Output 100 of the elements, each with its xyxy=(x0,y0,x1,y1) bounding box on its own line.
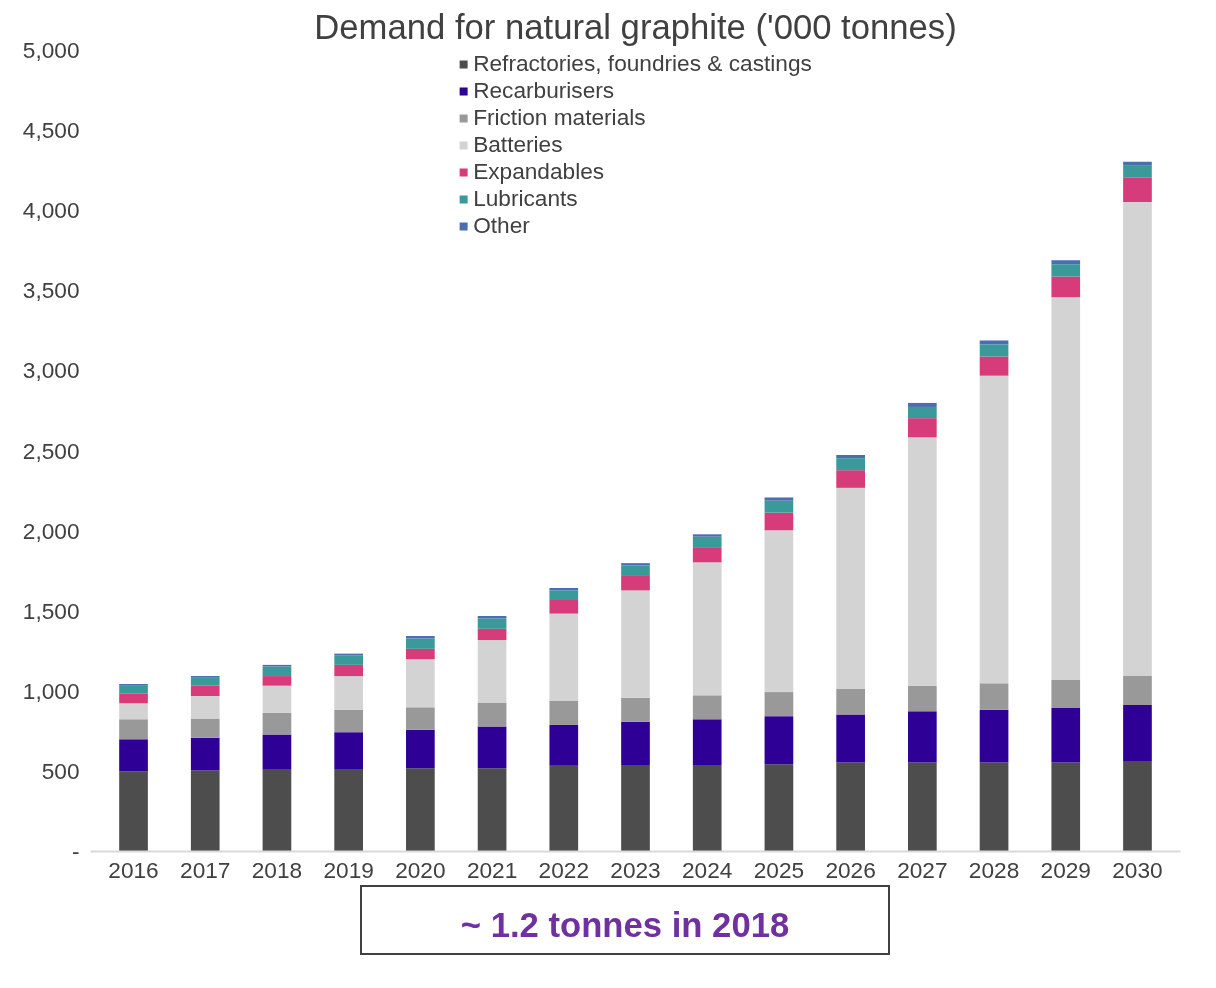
x-tick-label: 2030 xyxy=(1112,856,1163,883)
x-tick-label: 2023 xyxy=(610,856,661,883)
bar xyxy=(334,769,363,852)
bar xyxy=(836,458,865,471)
bar xyxy=(1123,761,1152,852)
bar xyxy=(1123,201,1152,677)
bar xyxy=(190,737,220,771)
bar xyxy=(119,739,148,772)
x-tick-label: 2020 xyxy=(395,856,446,883)
bar xyxy=(406,729,435,769)
bar xyxy=(764,500,794,513)
bar xyxy=(908,418,937,438)
chart-title: Demand for natural graphite ('000 tonnes) xyxy=(314,7,957,46)
bar xyxy=(1123,165,1152,178)
bar xyxy=(334,655,363,665)
bar xyxy=(262,712,292,735)
legend-label: Other xyxy=(473,212,530,239)
bar xyxy=(979,375,1009,684)
bar xyxy=(1051,260,1081,265)
bar xyxy=(979,340,1009,345)
bar xyxy=(979,683,1009,710)
bar xyxy=(621,590,650,698)
bar xyxy=(406,638,435,649)
bar xyxy=(190,696,220,719)
bar xyxy=(979,709,1009,763)
y-tick-label: 1,000 xyxy=(22,677,80,704)
bar xyxy=(764,530,794,693)
bar xyxy=(621,721,650,765)
bar xyxy=(764,764,794,852)
bar xyxy=(1051,297,1081,681)
bar xyxy=(692,695,722,720)
legend-label: Lubricants xyxy=(473,185,578,212)
bar xyxy=(1051,276,1081,298)
bar xyxy=(764,716,794,765)
x-tick-label: 2025 xyxy=(753,856,805,883)
y-tick-label: 5,000 xyxy=(22,37,80,63)
bar xyxy=(836,688,865,715)
bar xyxy=(692,764,722,852)
bar xyxy=(1123,161,1152,166)
x-tick-label: 2027 xyxy=(897,856,948,883)
x-tick-label: 2021 xyxy=(466,856,518,883)
bar xyxy=(692,547,722,563)
bar xyxy=(477,702,507,727)
x-tick-label: 2017 xyxy=(180,856,231,883)
y-tick-label: - xyxy=(71,838,80,864)
bar xyxy=(908,437,937,686)
bar xyxy=(477,618,507,629)
bar xyxy=(836,487,865,689)
bar xyxy=(836,470,865,488)
bar xyxy=(1123,676,1152,705)
bar xyxy=(549,724,579,766)
bar xyxy=(908,402,937,407)
bar xyxy=(119,703,148,720)
legend-label: Recarburisers xyxy=(473,77,615,104)
bar xyxy=(979,344,1009,357)
bar xyxy=(334,664,363,677)
legend-label: Batteries xyxy=(473,131,563,158)
bar xyxy=(692,562,722,696)
x-tick-label: 2018 xyxy=(251,856,303,883)
bar xyxy=(908,762,937,852)
legend-label: Expandables xyxy=(473,158,605,185)
bar xyxy=(406,659,435,708)
bar xyxy=(621,575,650,591)
bar xyxy=(764,497,794,501)
bar xyxy=(119,693,148,704)
bar xyxy=(549,765,579,852)
bar xyxy=(692,719,722,765)
x-tick-label: 2024 xyxy=(682,856,733,883)
y-tick-label: 3,000 xyxy=(22,357,80,384)
bar xyxy=(119,685,148,694)
bar xyxy=(1123,704,1152,762)
bar xyxy=(836,762,865,852)
y-tick-label: 4,500 xyxy=(22,117,80,144)
bar xyxy=(764,512,794,531)
bar xyxy=(477,628,507,641)
bar xyxy=(190,677,220,686)
bar xyxy=(262,676,292,686)
bar xyxy=(764,692,794,717)
bar xyxy=(262,734,292,770)
text: ~ 1.2 tonnes in 2018 xyxy=(460,905,790,946)
bar xyxy=(621,697,650,722)
bar xyxy=(1051,680,1081,709)
bar xyxy=(119,719,148,740)
y-tick-label: 500 xyxy=(41,757,80,784)
bar xyxy=(477,640,507,703)
bar xyxy=(692,536,722,548)
y-tick-label: 2,000 xyxy=(22,517,80,544)
x-tick-label: 2019 xyxy=(323,856,374,883)
bar xyxy=(908,406,937,419)
bar xyxy=(621,563,650,566)
legend-label: Refractories, foundries & castings xyxy=(473,50,812,77)
bar xyxy=(836,455,865,459)
bar xyxy=(621,764,650,852)
bar xyxy=(119,771,148,852)
bar xyxy=(334,676,363,710)
x-tick-label: 2028 xyxy=(968,856,1020,883)
x-tick-label: 2022 xyxy=(538,856,589,883)
y-tick-label: 2,500 xyxy=(22,437,80,464)
bar xyxy=(1051,762,1081,852)
bar xyxy=(908,711,937,763)
